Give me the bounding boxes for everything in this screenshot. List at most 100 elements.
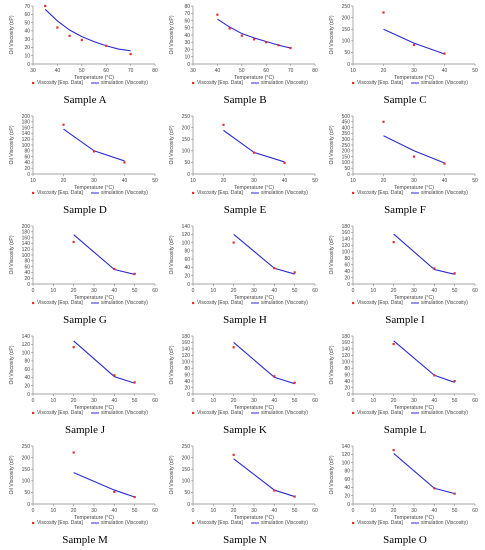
sample-caption: Sample I [385,314,425,326]
sim-series-line [393,233,455,275]
y-tick-label: 40 [24,29,30,35]
x-tick-label: 40 [432,398,438,404]
y-tick-label: 20 [344,275,350,281]
x-tick-label: 10 [371,508,377,514]
sample-caption: Sample A [63,94,107,106]
x-tick-label: 30 [411,178,417,184]
x-tick-label: 10 [190,178,196,184]
x-tick-label: 70 [288,68,294,74]
exp-data-point [113,374,116,377]
x-tick-label: 60 [103,68,109,74]
y-tick-label: 40 [184,265,190,271]
sample-caption: Sample E [223,204,267,216]
x-tick-label: 20 [231,398,237,404]
y-tick-label: 0 [27,502,30,508]
y-tick-label: 500 [342,114,351,120]
y-tick-label: 50 [24,20,30,26]
legend-sim-label: simulation (Viscosity) [101,520,148,526]
y-axis-label: Oil Viscosity (cP) [9,345,15,384]
legend-exp-marker [32,301,35,305]
exp-data-point [105,44,108,47]
y-axis-label: Oil Viscosity (cP) [329,235,335,274]
exp-data-point [283,161,286,164]
y-tick-label: 50 [344,166,350,172]
chart-panel: 0 20 40 60 80 100 120 140 160 180 0 10 20 30 40 50 60 Tem… [165,330,325,440]
y-tick-label: 180 [342,224,351,230]
y-tick-label: 100 [182,240,191,246]
y-tick-label: 100 [182,360,191,366]
chart-panel: 0 20 40 60 80 100 120 140 160 180 200 10 20 30 40 50 Tem… [5,110,165,220]
x-axis-label: Temperature (°C) [394,295,434,301]
y-tick-label: 200 [342,149,351,155]
y-tick-label: 20 [24,166,30,172]
x-tick-label: 30 [91,508,97,514]
x-tick-label: 30 [91,178,97,184]
x-tick-label: 20 [71,508,77,514]
y-tick-label: 0 [187,282,190,288]
y-tick-label: 160 [22,125,31,131]
x-tick-label: 50 [452,288,458,294]
sample-caption: Sample L [383,424,427,436]
y-tick-label: 120 [22,137,31,143]
x-tick-label: 50 [292,508,298,514]
legend-exp-marker [192,411,195,415]
sim-series-line [217,18,291,49]
x-tick-label: 10 [30,178,36,184]
y-tick-label: 80 [344,469,350,475]
exp-data-point [72,346,75,349]
legend-sim-label: simulation (Viscosity) [101,190,148,196]
y-tick-label: 60 [184,257,190,263]
x-tick-label: 40 [432,288,438,294]
x-tick-label: 0 [192,288,195,294]
exp-data-point [453,272,456,275]
chart-panel: 0 50 100 150 200 250 300 350 400 450 500 10 20 30 40 50… [325,110,485,220]
legend-exp-marker [352,81,355,85]
y-tick-label: 0 [347,172,350,178]
y-tick-label: 250 [342,143,351,149]
exp-data-point [44,4,47,8]
y-tick-label: 200 [342,15,351,21]
sim-series-line [383,135,445,164]
exp-data-point [62,123,65,126]
x-tick-label: 50 [292,288,298,294]
y-tick-label: 140 [22,131,31,137]
x-tick-label: 60 [312,398,318,404]
y-tick-label: 300 [342,137,351,143]
legend-exp-marker [352,411,355,415]
x-tick-label: 30 [251,508,257,514]
exp-data-point [382,120,385,123]
legend-exp-label: Viscosity [Exp. Data] [37,410,83,416]
legend-sim-label: simulation (Viscosity) [261,520,308,526]
y-tick-label: 0 [27,172,30,178]
y-tick-label: 0 [347,392,350,398]
chart-svg: 0 50 100 150 200 250 0 10 20 30 40 50 60 Temperature … [9,444,158,526]
y-tick-label: 120 [22,247,31,253]
x-tick-label: 30 [411,68,417,74]
exp-data-point [293,495,296,498]
exp-data-point [80,38,83,42]
legend-sim-label: simulation (Viscosity) [261,190,308,196]
x-tick-label: 20 [231,288,237,294]
x-tick-label: 50 [239,68,245,74]
sample-caption: Sample C [383,94,427,106]
y-tick-label: 200 [22,455,31,461]
x-axis-label: Temperature (°C) [234,75,274,81]
legend-sim-label: simulation (Viscosity) [421,300,468,306]
y-tick-label: 180 [182,334,191,340]
y-tick-label: 20 [184,385,190,391]
y-tick-label: 40 [24,270,30,276]
exp-data-point [68,34,71,37]
y-tick-label: 100 [342,360,351,366]
y-axis-label: Oil Viscosity (cP) [169,235,175,274]
sample-caption: Sample O [383,534,427,546]
y-tick-label: 150 [182,137,191,143]
legend-sim-label: simulation (Viscosity) [261,410,308,416]
sim-series-line [233,233,295,275]
sim-series-line [383,28,445,55]
x-tick-label: 30 [411,398,417,404]
exp-data-point [412,155,416,158]
legend-exp-label: Viscosity [Exp. Data] [37,300,83,306]
